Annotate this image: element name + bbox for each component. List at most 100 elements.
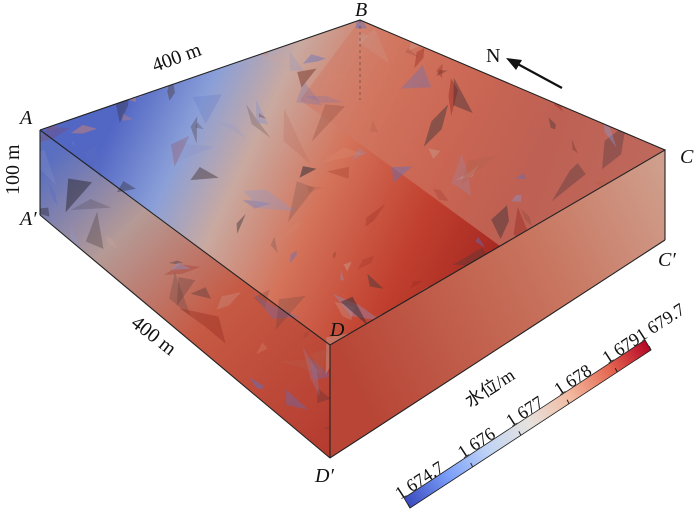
fracture-plane bbox=[236, 213, 246, 234]
fracture-plane bbox=[40, 73, 59, 85]
fracture-plane bbox=[40, 254, 80, 276]
corner-label-C-prime: C′ bbox=[658, 249, 676, 271]
fracture-plane bbox=[256, 99, 269, 125]
fracture-plane bbox=[66, 362, 100, 378]
fracture-plane bbox=[171, 262, 191, 270]
fracture-plane bbox=[246, 104, 271, 138]
fracture-plane bbox=[177, 348, 185, 366]
fracture-plane bbox=[343, 261, 352, 272]
fracture-plane bbox=[195, 122, 204, 130]
fracture-plane bbox=[256, 342, 268, 355]
fracture-plane bbox=[626, 116, 661, 131]
fracture-plane bbox=[44, 306, 60, 320]
fracture-plane bbox=[636, 284, 653, 295]
fracture-plane bbox=[128, 406, 141, 431]
fracture-plane bbox=[243, 189, 296, 212]
fracture-plane bbox=[71, 140, 76, 147]
colorbar-tick-mark bbox=[470, 462, 474, 468]
fracture-plane bbox=[443, 414, 481, 434]
fracture-plane bbox=[210, 448, 224, 457]
block-edges bbox=[39, 19, 667, 459]
fracture-plane bbox=[606, 20, 626, 37]
fracture-plane bbox=[283, 108, 311, 164]
fracture-plane bbox=[584, 86, 601, 117]
corner-label-D-prime: D′ bbox=[314, 465, 334, 487]
corner-label-A: A bbox=[18, 107, 33, 129]
fracture-plane bbox=[297, 68, 317, 88]
fracture-plane bbox=[633, 98, 654, 113]
fracture-plane bbox=[448, 78, 458, 117]
fracture-plane bbox=[65, 178, 92, 213]
fracture-plane bbox=[258, 113, 267, 119]
fracture-plane bbox=[64, 299, 79, 340]
colorbar-tick-mark bbox=[614, 367, 618, 373]
fracture-plane bbox=[593, 450, 603, 454]
fracture-plane bbox=[305, 95, 343, 103]
fracture-plane bbox=[49, 182, 58, 206]
fracture-plane bbox=[601, 392, 612, 420]
fracture-plane bbox=[317, 388, 331, 404]
fracture-plane bbox=[420, 31, 441, 48]
fracture-plane bbox=[358, 32, 369, 46]
fracture-plane bbox=[310, 357, 332, 381]
corner-label-D: D bbox=[329, 319, 345, 341]
colorbar-tick-mark bbox=[518, 431, 522, 436]
fracture-plane bbox=[90, 396, 109, 446]
fracture-plane bbox=[433, 188, 449, 202]
top-face-east-tint bbox=[300, 20, 665, 246]
fracture-plane bbox=[102, 336, 121, 345]
fracture-plane bbox=[296, 81, 323, 106]
fracture-plane bbox=[647, 20, 665, 35]
fracture-plane bbox=[303, 330, 309, 339]
fracture-plane bbox=[97, 444, 115, 451]
fracture-plane bbox=[640, 411, 652, 424]
fracture-plane bbox=[224, 447, 236, 456]
fracture-plane bbox=[253, 289, 270, 309]
fracture-plane bbox=[388, 424, 417, 458]
fracture-plane bbox=[623, 23, 640, 52]
fracture-plane bbox=[514, 173, 527, 179]
fracture-plane bbox=[310, 348, 329, 377]
fracture-plane bbox=[105, 235, 118, 250]
fracture-plane bbox=[167, 71, 175, 101]
fracture-plane bbox=[126, 78, 135, 89]
fracture-plane bbox=[132, 39, 144, 46]
fracture-plane bbox=[122, 113, 133, 121]
fracture-plane bbox=[564, 305, 583, 320]
fracture-plane bbox=[176, 277, 196, 307]
fracture-plane bbox=[533, 85, 537, 93]
fracture-plane bbox=[351, 147, 367, 161]
fracture-plane bbox=[138, 447, 148, 458]
fracture-plane bbox=[311, 104, 346, 142]
fracture-plane bbox=[340, 296, 369, 326]
fracture-plane bbox=[252, 293, 301, 319]
fracture-plane bbox=[356, 28, 390, 64]
colorbar-title: 水位/m bbox=[461, 365, 518, 412]
fracture-plane bbox=[190, 116, 198, 144]
fracture-plane bbox=[355, 20, 367, 29]
fracture-plane bbox=[461, 155, 496, 184]
fracture-plane bbox=[571, 139, 578, 153]
fracture-plane bbox=[40, 150, 57, 186]
fracture-plane bbox=[593, 89, 639, 104]
fracture-plane bbox=[141, 395, 154, 404]
fracture-plane bbox=[564, 51, 591, 67]
fracture-plane bbox=[80, 419, 98, 453]
fracture-plane bbox=[407, 430, 446, 454]
fracture-plane bbox=[302, 346, 320, 397]
fracture-plane bbox=[148, 78, 156, 85]
front-face bbox=[40, 130, 330, 458]
fracture-plane bbox=[559, 41, 583, 53]
fracture-plane bbox=[629, 100, 636, 135]
fracture-plane bbox=[410, 281, 424, 289]
fracture-plane bbox=[54, 369, 72, 403]
fracture-plane bbox=[216, 292, 242, 310]
fracture-plane bbox=[99, 408, 130, 435]
fracture-plane bbox=[602, 38, 632, 60]
fracture-plane bbox=[40, 288, 49, 309]
fracture-plane bbox=[270, 236, 278, 254]
fracture-plane bbox=[637, 20, 658, 31]
fracture-plane bbox=[357, 255, 375, 270]
north-label: N bbox=[486, 45, 500, 67]
